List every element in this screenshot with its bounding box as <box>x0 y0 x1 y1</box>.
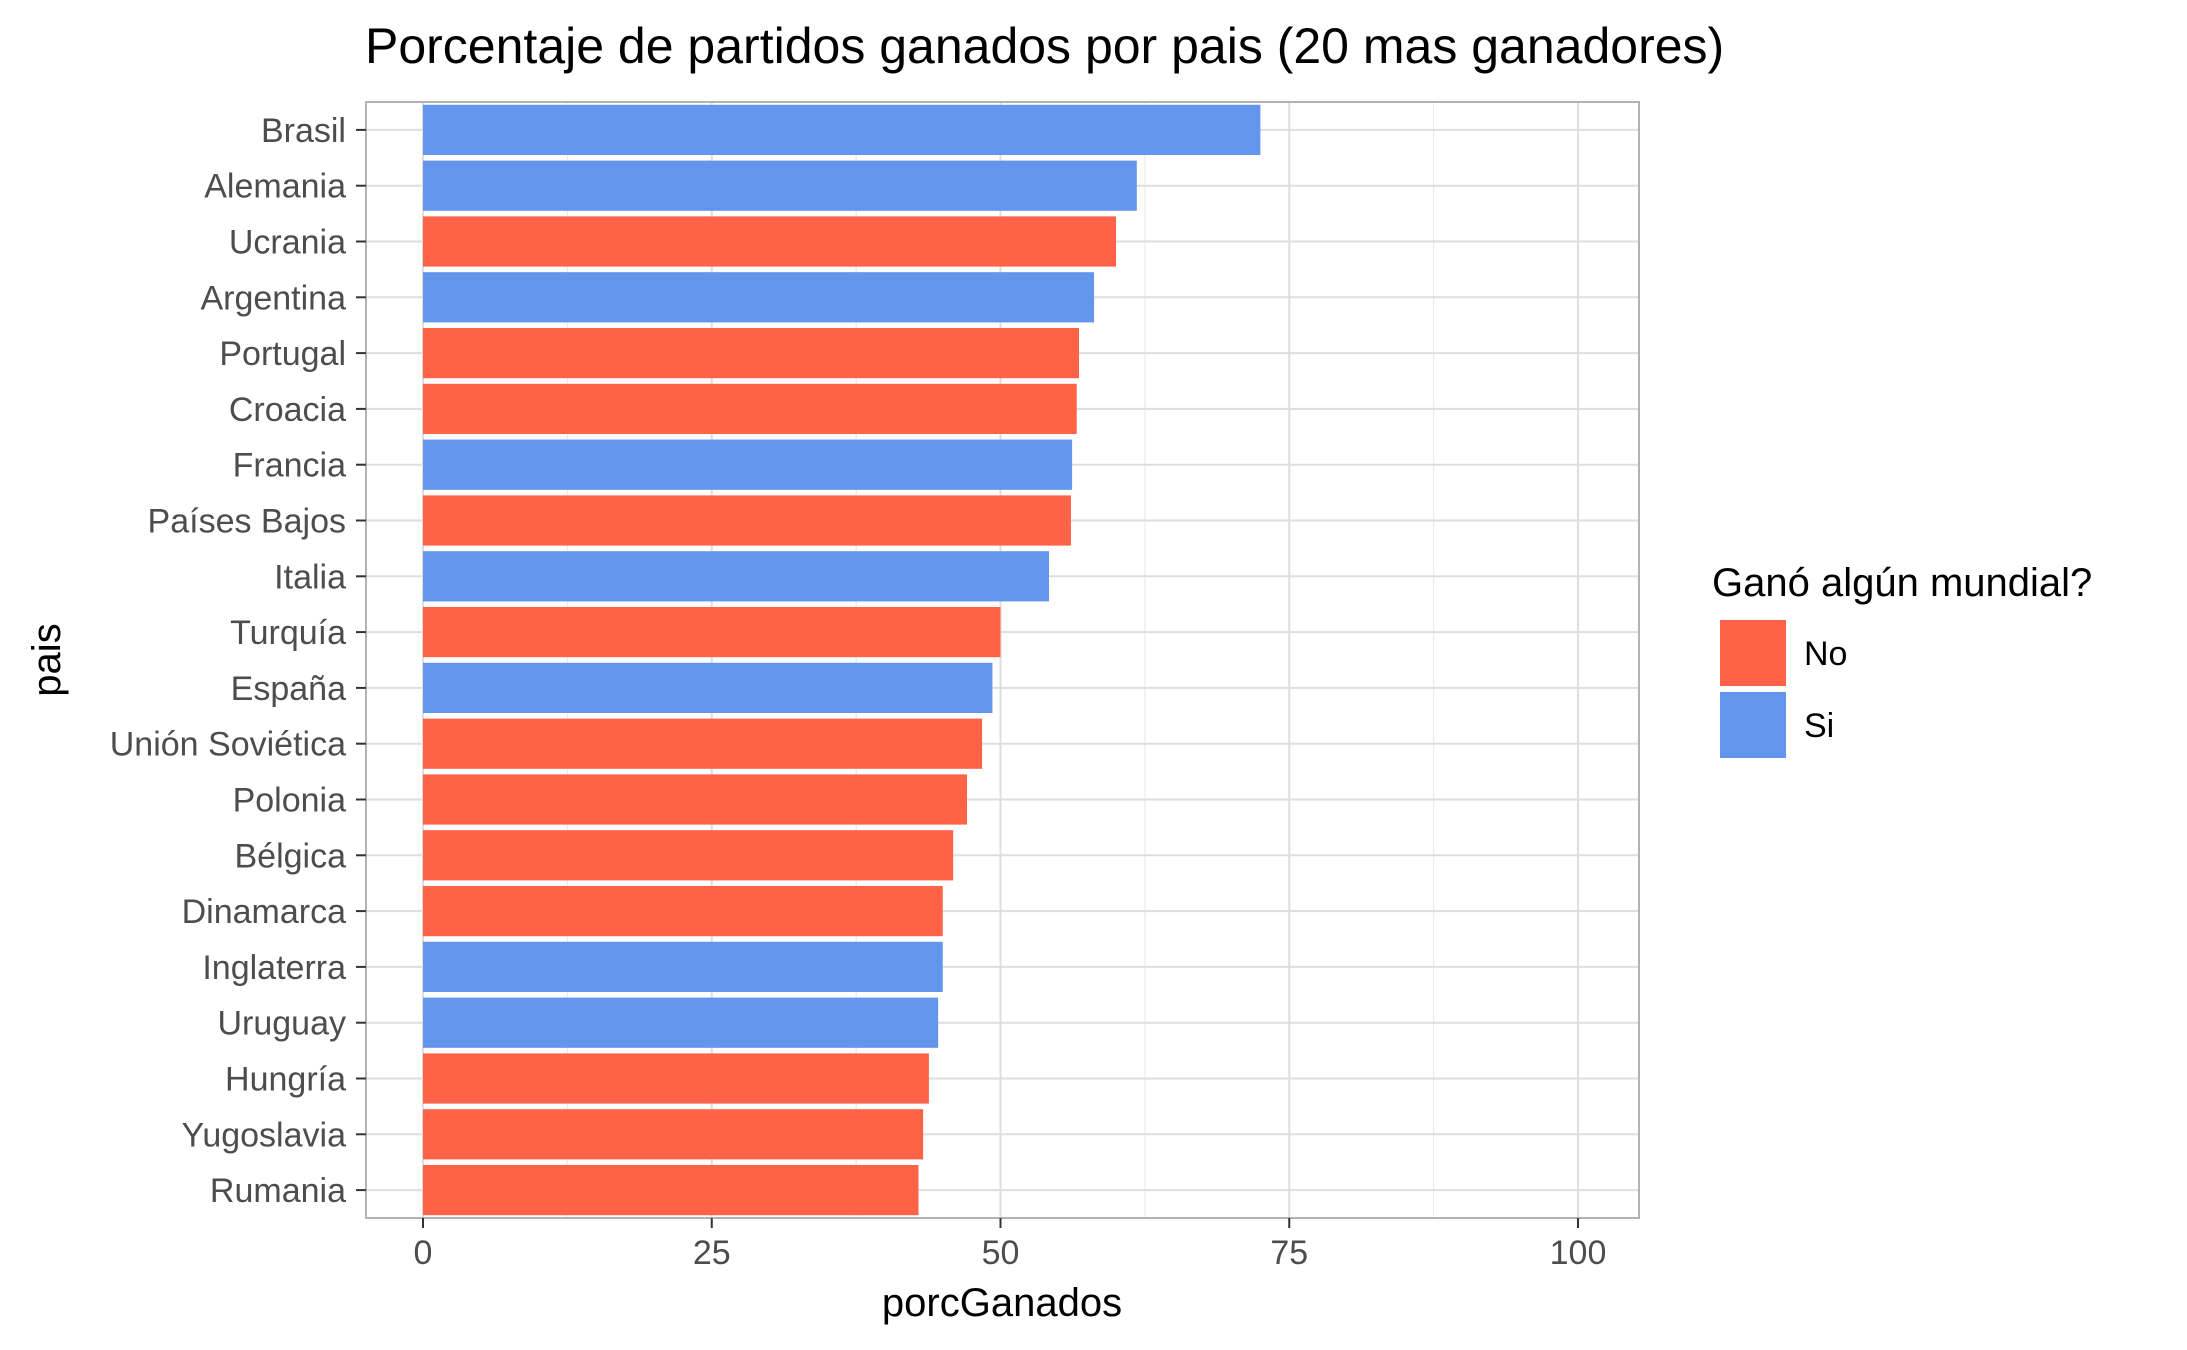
chart-title: Porcentaje de partidos ganados por pais … <box>365 18 1724 74</box>
x-axis-title: porcGanados <box>882 1281 1122 1325</box>
bar <box>423 941 943 993</box>
bar <box>423 272 1095 323</box>
y-tick-label: Rumania <box>210 1172 346 1210</box>
bar <box>423 606 1001 658</box>
bar <box>423 495 1071 546</box>
y-tick-label: Yugoslavia <box>182 1116 347 1154</box>
y-tick-label: Dinamarca <box>182 893 346 931</box>
x-axis: 0 25 50 75 100 <box>414 1218 1607 1272</box>
y-tick-label: Inglaterra <box>202 949 346 987</box>
y-tick-label: España <box>231 670 346 708</box>
y-tick-label: Francia <box>233 447 346 485</box>
bar <box>423 1109 924 1160</box>
plot-panel <box>366 102 1639 1218</box>
legend-key <box>1720 620 1786 686</box>
legend-label: No <box>1804 635 1847 673</box>
y-axis-title: pais <box>25 623 69 696</box>
legend-label: Si <box>1804 707 1834 745</box>
bar <box>423 104 1261 156</box>
bars <box>423 104 1261 1216</box>
y-tick-label: Uruguay <box>217 1005 346 1043</box>
bar <box>423 774 968 825</box>
y-tick-label: Argentina <box>200 279 346 317</box>
y-tick-label: Unión Soviética <box>110 726 346 764</box>
y-tick-label: Turquía <box>230 614 346 652</box>
legend-title: Ganó algún mundial? <box>1712 561 2092 605</box>
x-tick-label: 25 <box>693 1234 731 1272</box>
y-tick-label: Alemania <box>204 168 346 206</box>
y-tick-label: Bélgica <box>234 837 346 875</box>
y-tick-label: Croacia <box>229 391 346 429</box>
x-tick-label: 75 <box>1270 1234 1308 1272</box>
y-tick-label: Polonia <box>233 782 347 820</box>
y-tick-label: Hungría <box>225 1061 346 1099</box>
legend-key <box>1720 692 1786 758</box>
bar <box>423 830 954 881</box>
bar <box>423 718 983 769</box>
x-tick-label: 0 <box>414 1234 433 1272</box>
bar <box>423 439 1073 490</box>
bar <box>423 885 943 937</box>
bar <box>423 216 1116 267</box>
y-tick-label: Ucrania <box>229 224 346 262</box>
y-tick-label: Países Bajos <box>148 503 346 541</box>
bar <box>423 1053 929 1104</box>
bar <box>423 997 939 1048</box>
y-axis: Brasil Alemania Ucrania Argentina Portugal Cr… <box>110 112 366 1210</box>
x-tick-label: 100 <box>1550 1234 1607 1272</box>
x-tick-label: 50 <box>982 1234 1020 1272</box>
legend: Ganó algún mundial? No Si <box>1712 561 2092 758</box>
plot-panel-border <box>365 101 1640 1219</box>
y-tick-label: Italia <box>274 558 346 596</box>
bar <box>423 1164 919 1216</box>
y-tick-label: Portugal <box>219 335 346 373</box>
bar <box>423 160 1137 211</box>
bar <box>423 662 993 714</box>
bar <box>423 327 1080 379</box>
bar <box>423 551 1050 602</box>
y-tick-label: Brasil <box>261 112 346 150</box>
bar <box>423 383 1077 435</box>
